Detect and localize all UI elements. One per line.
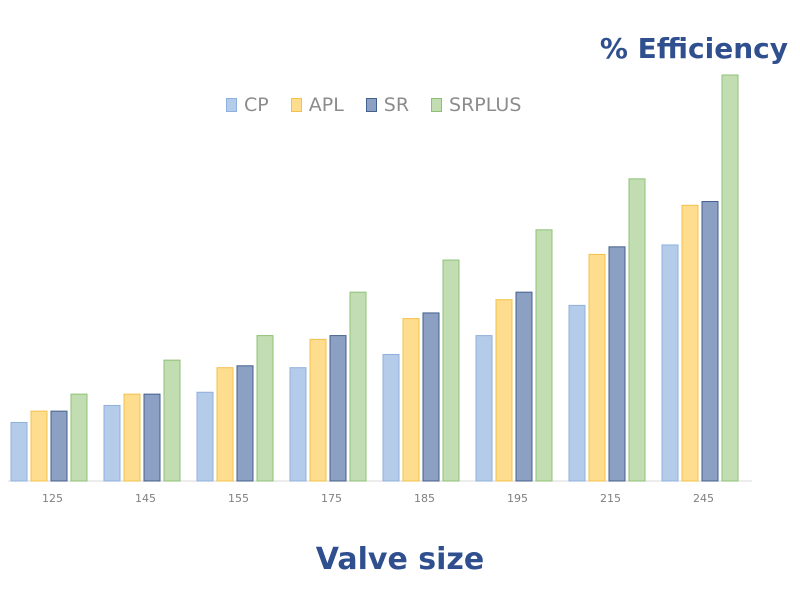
legend-swatch-cp [226, 98, 237, 112]
bar-apl-145 [123, 393, 141, 482]
x-tick-label: 145 [135, 492, 156, 505]
bar-cp-175 [289, 367, 307, 482]
bar-srplus-195 [535, 229, 553, 482]
bar-srplus-145 [163, 359, 181, 482]
bar-apl-125 [30, 410, 48, 482]
bar-srplus-245 [721, 74, 739, 482]
bar-sr-215 [608, 246, 626, 482]
bar-cp-215 [568, 304, 586, 482]
bar-sr-185 [422, 312, 440, 482]
legend-item-sr: SR [365, 94, 410, 116]
bar-cp-155 [196, 391, 214, 482]
bar-srplus-155 [256, 335, 274, 482]
bar-apl-175 [309, 338, 327, 482]
bar-apl-195 [495, 299, 513, 482]
legend-label-sr: SR [383, 94, 410, 116]
x-tick-label: 195 [507, 492, 528, 505]
bar-cp-195 [475, 335, 493, 482]
bar-sr-145 [143, 393, 161, 482]
x-tick-label: 175 [321, 492, 342, 505]
x-axis-title: Valve size [315, 542, 485, 577]
bar-srplus-125 [70, 393, 88, 482]
bar-apl-245 [681, 204, 699, 482]
bar-apl-215 [588, 253, 606, 482]
y-axis-title: % Efficiency [599, 32, 788, 65]
x-tick-label: 185 [414, 492, 435, 505]
x-tick-label: 155 [228, 492, 249, 505]
legend-label-cp: CP [244, 94, 269, 116]
bar-srplus-215 [628, 178, 646, 482]
legend-label-apl: APL [308, 94, 344, 116]
bar-cp-145 [103, 404, 121, 482]
bar-srplus-185 [442, 259, 460, 482]
bar-srplus-175 [349, 291, 367, 482]
x-tick-label: 125 [42, 492, 63, 505]
x-tick-labels: 125 145 155 175 185 195 215 245 [42, 492, 714, 505]
legend-swatch-apl [290, 98, 302, 112]
legend-item-cp: CP [226, 94, 269, 116]
bars-group [10, 74, 739, 482]
legend-swatch-sr [365, 98, 377, 112]
legend-label-srplus: SRPLUS [449, 94, 522, 116]
bar-sr-195 [515, 291, 533, 482]
x-tick-label: 245 [693, 492, 714, 505]
legend-item-srplus: SRPLUS [431, 94, 521, 116]
bar-sr-155 [236, 365, 254, 482]
bar-cp-245 [661, 244, 679, 482]
bar-apl-155 [216, 367, 234, 482]
bar-sr-125 [50, 410, 68, 482]
x-tick-label: 215 [600, 492, 621, 505]
legend-item-apl: APL [290, 94, 344, 116]
bar-sr-245 [701, 201, 719, 482]
legend-swatch-srplus [431, 98, 443, 112]
chart-legend: CP APL SR SRPLUS [226, 94, 521, 116]
bar-sr-175 [329, 335, 347, 482]
bar-apl-185 [402, 318, 420, 482]
bar-cp-125 [10, 421, 28, 482]
bar-cp-185 [382, 353, 400, 482]
